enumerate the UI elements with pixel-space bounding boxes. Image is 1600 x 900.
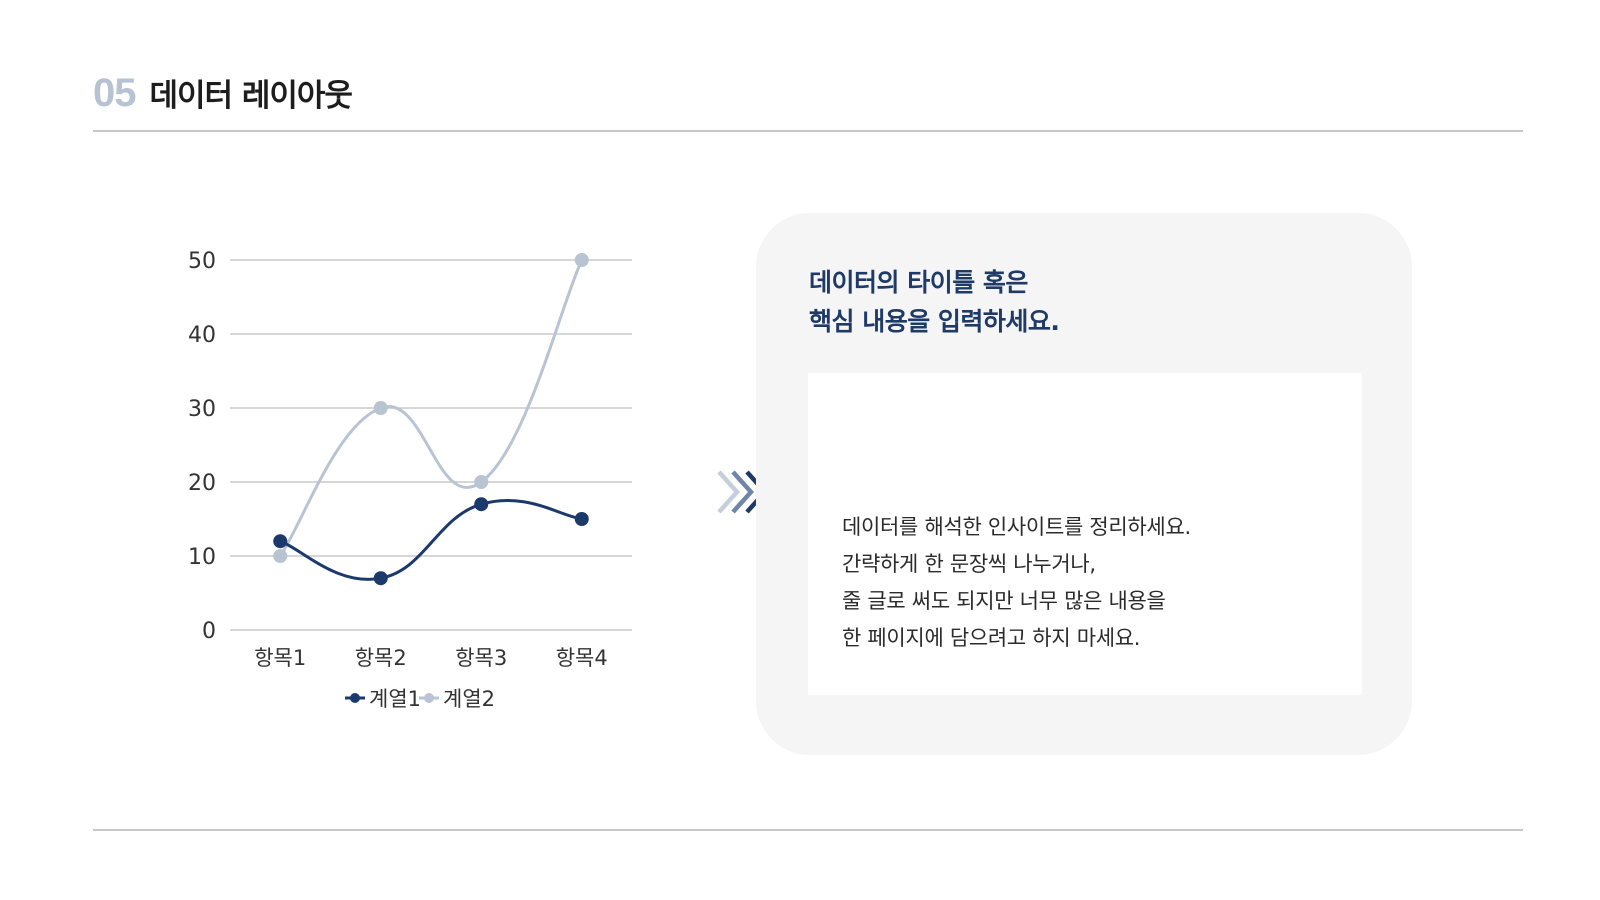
insight-line: 한 페이지에 담으려고 하지 마세요.	[842, 626, 1141, 650]
insight-text: 데이터를 해석한 인사이트를 정리하세요. 간략하게 한 문장씩 나누거나, 줄…	[842, 509, 1191, 657]
data-point	[373, 401, 388, 415]
chart-x-ticks: 항목1 항목2 항목3 항목4	[254, 646, 608, 670]
x-tick-label: 항목2	[355, 646, 407, 670]
insight-text-box: 데이터를 해석한 인사이트를 정리하세요. 간략하게 한 문장씩 나누거나, 줄…	[808, 373, 1362, 695]
section-number: 05	[93, 71, 136, 115]
top-divider	[93, 130, 1523, 132]
chart-legend: 계열1 계열2	[345, 687, 495, 711]
legend-label: 계열2	[443, 687, 495, 711]
chart-gridlines	[230, 259, 632, 631]
insight-line: 데이터를 해석한 인사이트를 정리하세요.	[842, 515, 1191, 539]
data-point	[574, 253, 589, 267]
data-point	[373, 571, 388, 586]
data-point	[474, 475, 489, 489]
insight-line: 간략하게 한 문장씩 나누거나,	[842, 552, 1096, 576]
x-tick-label: 항목3	[455, 646, 507, 670]
section-title: 데이터 레이아웃	[149, 78, 353, 114]
series-line	[279, 259, 584, 557]
x-tick-label: 항목1	[254, 646, 306, 670]
insight-panel: 데이터의 타이틀 혹은 핵심 내용을 입력하세요. 데이터를 해석한 인사이트를…	[756, 213, 1412, 755]
y-tick-label: 30	[188, 397, 216, 422]
panel-title-line: 데이터의 타이틀 혹은	[809, 268, 1028, 297]
data-point	[574, 512, 589, 526]
panel-title: 데이터의 타이틀 혹은 핵심 내용을 입력하세요.	[809, 263, 1060, 341]
data-point	[474, 497, 489, 512]
x-tick-label: 항목4	[556, 646, 608, 670]
y-tick-label: 10	[188, 545, 216, 570]
chart-y-ticks: 0 10 20 30 40 50	[188, 249, 216, 644]
insight-line: 줄 글로 써도 되지만 너무 많은 내용을	[842, 589, 1166, 613]
chart-series	[273, 253, 589, 586]
line-chart: 0 10 20 30 40 50 항목1 항목2 항목3 항목4 계열1 계열2	[188, 249, 632, 711]
y-tick-label: 50	[188, 249, 216, 274]
bottom-divider	[93, 829, 1523, 831]
series-line	[279, 498, 583, 581]
data-point	[273, 549, 288, 563]
y-tick-label: 0	[202, 619, 216, 644]
y-tick-label: 40	[188, 323, 216, 348]
y-tick-label: 20	[188, 471, 216, 496]
legend-label: 계열1	[369, 687, 421, 711]
data-point	[273, 534, 288, 549]
legend-marker	[350, 693, 360, 703]
slide-header: 05 데이터 레이아웃	[93, 70, 353, 120]
panel-title-line: 핵심 내용을 입력하세요.	[809, 307, 1060, 336]
legend-marker	[424, 693, 434, 703]
